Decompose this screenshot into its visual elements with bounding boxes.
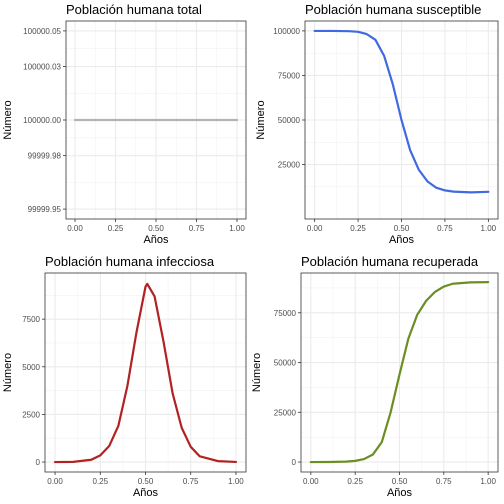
panel-recuperada: 0.00 0.25 0.50 0.75 1.00 0 25000 50000 75000 Pobl…	[251, 254, 498, 499]
panel-recuperada-y-tick-label: 75000	[274, 309, 297, 318]
panel-infecciosa-x-tick-label: 0.75	[183, 477, 199, 486]
panel-total-x-axis-label: Años	[143, 234, 169, 246]
panel-susceptible-title: Población humana susceptible	[305, 2, 481, 17]
panel-total-y-tick-label: 99999.98	[28, 152, 62, 161]
panel-total-x-tick-label: 0.25	[108, 224, 124, 233]
panel-infecciosa-y-tick-label: 7500	[22, 315, 40, 324]
panel-recuperada-x-tick-label: 0.25	[347, 477, 363, 486]
panel-susceptible-x-tick-label: 0.25	[350, 224, 366, 233]
panel-susceptible-y-tick-label: 50000	[278, 116, 301, 125]
panel-susceptible-x-tick-label: 0.00	[307, 224, 323, 233]
panel-total-y-tick-label: 100000.03	[23, 63, 61, 72]
panel-susceptible-y-axis-label: Número	[255, 100, 267, 139]
panel-recuperada-x-tick-label: 0.50	[392, 477, 408, 486]
panel-susceptible-y-tick-label: 75000	[278, 71, 301, 80]
panel-total-x-tick-label: 0.00	[67, 224, 83, 233]
panel-susceptible-y-tick-label: 100000	[273, 27, 300, 36]
panel-recuperada-x-tick-label: 0.00	[303, 477, 319, 486]
panel-total-y-tick-label: 99999.95	[28, 205, 62, 214]
panel-susceptible-x-axis-label: Años	[389, 234, 415, 246]
panel-total-y-tick-label: 100000.00	[23, 116, 61, 125]
panel-infecciosa-x-tick-label: 0.00	[47, 477, 63, 486]
panel-infecciosa: 0.00 0.25 0.50 0.75 1.00 0 2500 5000 7500 Poblaci…	[2, 254, 246, 499]
panel-infecciosa-y-axis-label: Número	[2, 353, 14, 392]
panel-recuperada-y-axis-label: Número	[251, 353, 263, 392]
panel-susceptible: 0.00 0.25 0.50 0.75 1.00 25000 50000 75000 10000…	[255, 2, 498, 246]
panel-infecciosa-y-tick-label: 0	[36, 458, 41, 467]
panel-infecciosa-y-tick-label: 2500	[22, 410, 40, 419]
panel-total-x-tick-label: 0.50	[148, 224, 164, 233]
panel-infecciosa-title: Población humana infecciosa	[45, 254, 215, 269]
panel-infecciosa-x-tick-label: 1.00	[228, 477, 244, 486]
panel-infecciosa-x-axis-label: Años	[133, 487, 159, 499]
panel-total-y-axis-label: Número	[2, 100, 14, 139]
panel-infecciosa-y-tick-label: 5000	[22, 363, 40, 372]
panel-total-x-tick-label: 1.00	[229, 224, 245, 233]
panel-recuperada-x-tick-label: 0.75	[436, 477, 452, 486]
panel-recuperada-title: Población humana recuperada	[301, 254, 479, 269]
panel-recuperada-x-axis-label: Años	[387, 487, 413, 499]
panel-total-title: Población humana total	[66, 2, 202, 17]
panel-recuperada-y-tick-label: 25000	[274, 408, 297, 417]
panel-total-x-tick-label: 0.75	[189, 224, 205, 233]
panel-susceptible-x-tick-label: 0.50	[394, 224, 410, 233]
panel-total-y-tick-label: 100000.05	[23, 27, 61, 36]
panel-total: 0.00 0.25 0.50 0.75 1.00 99999.95 99999.98 1000…	[2, 2, 246, 246]
panel-recuperada-x-tick-label: 1.00	[480, 477, 496, 486]
panel-infecciosa-x-tick-label: 0.50	[138, 477, 154, 486]
panel-susceptible-x-tick-label: 1.00	[481, 224, 497, 233]
panel-recuperada-y-tick-label: 50000	[274, 359, 297, 368]
panel-recuperada-y-tick-label: 0	[292, 458, 297, 467]
panel-susceptible-x-tick-label: 0.75	[437, 224, 453, 233]
panel-susceptible-y-tick-label: 25000	[278, 161, 301, 170]
panel-infecciosa-x-tick-label: 0.25	[92, 477, 108, 486]
